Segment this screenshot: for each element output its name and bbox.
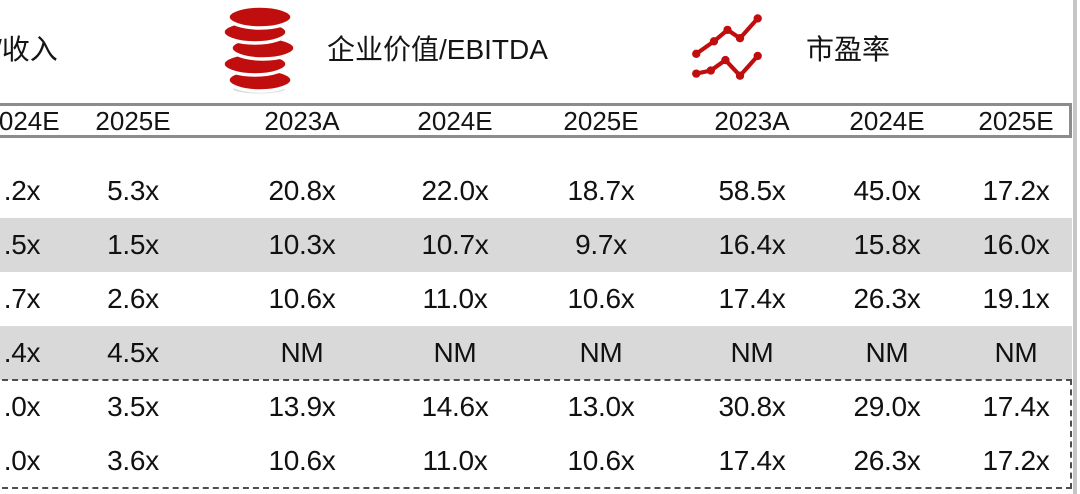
table-cell: 10.6x xyxy=(268,283,336,314)
table-cell: 22.0x xyxy=(421,175,489,206)
table-cell: .0x xyxy=(3,391,41,422)
table-cell: NM xyxy=(865,337,909,368)
table-cell: 10.6x xyxy=(268,445,336,476)
right-edge-strip xyxy=(1073,0,1077,494)
ev-revenue-label: /收入 xyxy=(0,34,58,65)
table-cell: 30.8x xyxy=(718,391,786,422)
table-cell: 11.0x xyxy=(422,445,488,476)
table-cell: 29.0x xyxy=(853,391,921,422)
header-cell: 2025E xyxy=(978,106,1054,136)
line-chart-icon xyxy=(692,14,762,80)
table-cell: 16.0x xyxy=(982,229,1050,260)
table-cell: 17.4x xyxy=(718,445,786,476)
table-cell: 20.8x xyxy=(268,175,336,206)
coins-icon xyxy=(222,4,297,94)
table-cell: 19.1x xyxy=(982,283,1050,314)
header-bottom-border xyxy=(0,135,1072,138)
table-cell: NM xyxy=(994,337,1038,368)
table-cell: 10.3x xyxy=(268,229,336,260)
table-cell: 45.0x xyxy=(853,175,921,206)
header-top-border xyxy=(0,103,1072,106)
ev-ebitda-label: 企业价值/EBITDA xyxy=(327,34,548,65)
table-cell: 17.2x xyxy=(982,175,1050,206)
table-cell: .2x xyxy=(3,175,41,206)
table-cell: 3.6x xyxy=(107,445,159,476)
table-cell: 1.5x xyxy=(107,229,159,260)
table-cell: 17.2x xyxy=(982,445,1050,476)
table-cell: 26.3x xyxy=(853,445,921,476)
table-cell: 10.7x xyxy=(421,229,489,260)
header-right-border xyxy=(1069,103,1072,138)
header-cell: 2023A xyxy=(264,106,340,136)
table-cell: 26.3x xyxy=(853,283,921,314)
table-cell: 13.0x xyxy=(567,391,635,422)
header-cell: 2023A xyxy=(714,106,790,136)
table-cell: .7x xyxy=(3,283,41,314)
header-cell: 2024E xyxy=(417,106,493,136)
table-cell: 17.4x xyxy=(982,391,1050,422)
table-cell: 11.0x xyxy=(422,283,488,314)
table-cell: 15.8x xyxy=(853,229,921,260)
table-cell: 2.6x xyxy=(107,283,159,314)
table-cell: 17.4x xyxy=(718,283,786,314)
table-cell: 4.5x xyxy=(107,337,159,368)
shaded-row-band xyxy=(0,326,1072,380)
table-cell: 13.9x xyxy=(268,391,336,422)
table-cell: .5x xyxy=(3,229,41,260)
pe-ratio-label: 市盈率 xyxy=(806,34,891,65)
table-cell: 10.6x xyxy=(567,445,635,476)
table-cell: 5.3x xyxy=(107,175,159,206)
header-cell: 2024E xyxy=(0,106,60,136)
table-cell: 3.5x xyxy=(107,391,159,422)
table-cell: NM xyxy=(579,337,623,368)
table-cell: NM xyxy=(730,337,774,368)
table-cell: .4x xyxy=(3,337,41,368)
table-cell: NM xyxy=(280,337,324,368)
header-cell: 2024E xyxy=(849,106,925,136)
table-cell: 16.4x xyxy=(718,229,786,260)
table-cell: .0x xyxy=(3,445,41,476)
table-cell: 18.7x xyxy=(567,175,635,206)
header-cell: 2025E xyxy=(563,106,639,136)
shaded-row-band xyxy=(0,218,1072,272)
table-cell: 9.7x xyxy=(575,229,627,260)
header-cell: 2025E xyxy=(95,106,171,136)
table-cell: NM xyxy=(433,337,477,368)
table-cell: 58.5x xyxy=(718,175,786,206)
table-cell: 14.6x xyxy=(421,391,489,422)
table-cell: 10.6x xyxy=(567,283,635,314)
